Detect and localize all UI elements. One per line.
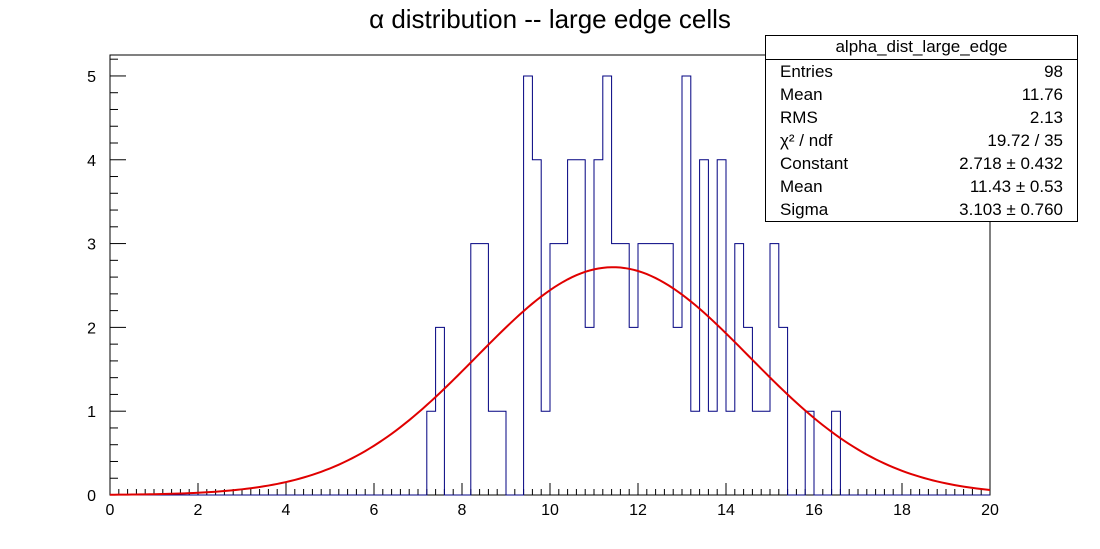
histogram-bin xyxy=(770,244,779,495)
histogram-bin xyxy=(612,244,621,495)
gaussian-fit-curve xyxy=(109,266,991,496)
histogram-series xyxy=(110,75,990,496)
x-tick-label: 6 xyxy=(370,502,379,519)
x-tick-label: 2 xyxy=(194,502,203,519)
histogram-bin xyxy=(647,244,656,495)
x-tick-label: 8 xyxy=(458,502,467,519)
x-tick-labels: 0 2 4 6 8 10 12 14 16 18 20 xyxy=(106,502,999,519)
histogram-bin xyxy=(576,160,585,495)
stat-label: Mean xyxy=(780,177,823,196)
stats-box-header: alpha_dist_large_edge xyxy=(766,36,1077,60)
histogram-bin xyxy=(603,76,612,495)
x-tick-label: 0 xyxy=(106,502,115,519)
stat-row-chi2: χ² / ndf 19.72 / 35 xyxy=(766,129,1077,152)
histogram-bin xyxy=(752,411,761,495)
histogram-bin xyxy=(620,244,629,495)
gaussian-fit-series xyxy=(109,266,991,496)
histogram-bin xyxy=(638,244,647,495)
histogram-bin xyxy=(735,244,744,495)
histogram-bin xyxy=(427,411,436,495)
x-tick-label: 4 xyxy=(282,502,291,519)
histogram-bin xyxy=(436,327,445,495)
stat-label: RMS xyxy=(780,108,818,127)
stat-label: Mean xyxy=(780,85,823,104)
histogram-bin xyxy=(594,160,603,495)
x-tick-label: 12 xyxy=(629,502,647,519)
stat-value: 2.718 ± 0.432 xyxy=(959,154,1063,173)
stat-label: Sigma xyxy=(780,200,829,219)
stat-row-sigma: Sigma 3.103 ± 0.760 xyxy=(766,198,1077,221)
histogram-bin xyxy=(629,327,638,495)
histogram-bin xyxy=(524,76,533,495)
histogram-bin xyxy=(550,244,559,495)
x-tick-label: 20 xyxy=(981,502,999,519)
stat-label: Entries xyxy=(780,62,833,81)
stat-value: 11.76 xyxy=(1021,85,1063,104)
histogram-bin xyxy=(532,160,541,495)
stat-row-fit-mean: Mean 11.43 ± 0.53 xyxy=(766,175,1077,198)
chart-title: α distribution -- large edge cells xyxy=(369,4,731,34)
stat-value: 2.13 xyxy=(1029,108,1063,127)
x-tick-label: 10 xyxy=(541,502,559,519)
stat-value: 11.43 ± 0.53 xyxy=(969,177,1063,196)
y-tick-label: 3 xyxy=(87,237,96,254)
stat-label: χ² / ndf xyxy=(780,131,833,150)
histogram-bin xyxy=(700,160,709,495)
y-tick-label: 0 xyxy=(87,488,96,505)
stat-value: 98 xyxy=(1044,62,1063,81)
histogram-bin xyxy=(480,244,489,495)
histogram-bin xyxy=(682,76,691,495)
stats-box: alpha_dist_large_edge Entries 98 Mean 11… xyxy=(765,35,1078,222)
histogram-bin xyxy=(664,244,673,495)
histogram-bin xyxy=(585,327,594,495)
histogram-outline xyxy=(110,75,990,496)
stat-label: Constant xyxy=(780,154,849,173)
stat-row-rms: RMS 2.13 xyxy=(766,106,1077,129)
x-tick-label: 18 xyxy=(893,502,911,519)
histogram-bin xyxy=(541,411,550,495)
stat-row-mean: Mean 11.76 xyxy=(766,83,1077,106)
histogram-bin xyxy=(805,411,814,495)
histogram-bin xyxy=(497,411,506,495)
stat-value: 3.103 ± 0.760 xyxy=(959,200,1063,219)
y-tick-label: 1 xyxy=(87,404,96,421)
y-tick-label: 4 xyxy=(87,153,96,170)
histogram-bin xyxy=(708,411,717,495)
y-tick-label: 5 xyxy=(87,69,96,86)
x-tick-label: 14 xyxy=(717,502,735,519)
histogram-bin xyxy=(726,411,735,495)
histogram-bin xyxy=(488,411,497,495)
stat-row-constant: Constant 2.718 ± 0.432 xyxy=(766,152,1077,175)
x-tick-label: 16 xyxy=(805,502,823,519)
histogram-bin xyxy=(673,327,682,495)
histogram-bin xyxy=(832,411,841,495)
stat-value: 19.72 / 35 xyxy=(987,131,1063,150)
histogram-bin xyxy=(761,411,770,495)
stat-row-entries: Entries 98 xyxy=(766,60,1077,83)
histogram-bin xyxy=(471,244,480,495)
y-tick-label: 2 xyxy=(87,320,96,337)
histogram-bin xyxy=(568,160,577,495)
histogram-bin xyxy=(691,411,700,495)
y-tick-labels: 0 1 2 3 4 5 xyxy=(87,69,96,505)
histogram-bin xyxy=(779,327,788,495)
